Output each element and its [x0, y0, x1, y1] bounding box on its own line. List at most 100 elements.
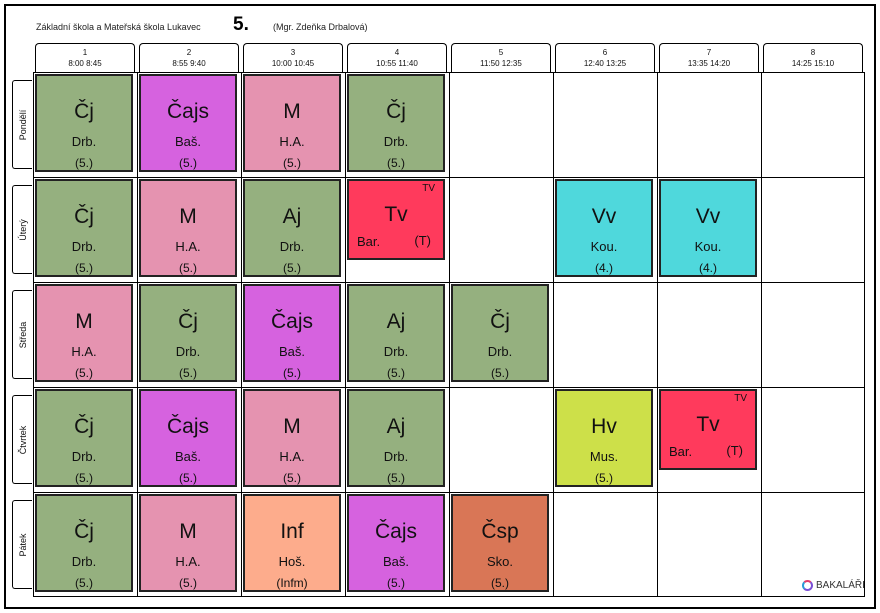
- lesson-subject: Čsp: [481, 520, 519, 543]
- lesson-subject: Čj: [386, 100, 406, 123]
- lesson-teacher: H.A.: [279, 134, 305, 149]
- lesson-cell[interactable]: Čajs Baš. (5.): [139, 389, 237, 487]
- lesson-teacher: Drb.: [383, 449, 409, 464]
- lesson-teacher: Baš.: [174, 134, 201, 149]
- lesson-room: (5.): [491, 576, 509, 590]
- lesson-room: (5.): [75, 576, 93, 590]
- lesson-cell[interactable]: Aj Drb. (5.): [243, 179, 341, 277]
- lesson-teacher: H.A.: [71, 344, 97, 359]
- lesson-teacher: H.A.: [175, 239, 201, 254]
- day-label-4: Čtvrtek: [12, 395, 32, 484]
- lesson-room: (5.): [283, 366, 301, 380]
- lesson-cell[interactable]: Čajs Baš. (5.): [139, 74, 237, 172]
- lesson-room: (5.): [75, 156, 93, 170]
- lesson-cell[interactable]: Inf Hoš. (Infm): [243, 494, 341, 592]
- period-number: 1: [82, 48, 88, 57]
- day-label-5: Pátek: [12, 500, 32, 589]
- lesson-teacher: Drb.: [71, 134, 97, 149]
- lesson-cell[interactable]: Aj Drb. (5.): [347, 389, 445, 487]
- lesson-cell[interactable]: TV Tv Bar. (T): [659, 389, 757, 470]
- period-number: 5: [498, 48, 504, 57]
- lesson-room: (5.): [387, 366, 405, 380]
- lesson-cell[interactable]: TV Tv Bar. (T): [347, 179, 445, 260]
- lesson-subject: Čajs: [270, 310, 313, 333]
- lesson-cell[interactable]: Vv Kou. (4.): [659, 179, 757, 277]
- lesson-subject: M: [75, 310, 93, 333]
- lesson-cell[interactable]: Hv Mus. (5.): [555, 389, 653, 487]
- day-label-1: Pondělí: [12, 80, 32, 169]
- lesson-cell[interactable]: Čj Drb. (5.): [139, 284, 237, 382]
- lesson-cell[interactable]: M H.A. (5.): [243, 74, 341, 172]
- lesson-room: (5.): [387, 576, 405, 590]
- grid-column-divider: [553, 73, 554, 596]
- lesson-subject: Vv: [591, 205, 617, 228]
- lesson-teacher: Drb.: [71, 449, 97, 464]
- lesson-cell[interactable]: M H.A. (5.): [35, 284, 133, 382]
- period-header-3: 3 10:00 10:45: [243, 43, 343, 72]
- lesson-subject: Aj: [386, 310, 406, 333]
- lesson-cell[interactable]: M H.A. (5.): [139, 494, 237, 592]
- period-number: 8: [810, 48, 816, 57]
- lesson-subject: Tv: [384, 203, 408, 226]
- lesson-subject: Čj: [74, 205, 94, 228]
- lesson-subject: Čajs: [166, 100, 209, 123]
- lesson-cell[interactable]: Čajs Baš. (5.): [347, 494, 445, 592]
- lesson-cell[interactable]: Čj Drb. (5.): [35, 74, 133, 172]
- day-name: Úterý: [17, 218, 28, 241]
- lesson-cell[interactable]: M H.A. (5.): [139, 179, 237, 277]
- lesson-cell[interactable]: Čj Drb. (5.): [347, 74, 445, 172]
- lesson-subject: Vv: [695, 205, 721, 228]
- lesson-room: (Infm): [276, 576, 308, 590]
- period-header-2: 2 8:55 9:40: [139, 43, 239, 72]
- lesson-cell[interactable]: Čsp Sko. (5.): [451, 494, 549, 592]
- lesson-subject: Čj: [74, 520, 94, 543]
- period-header-8: 8 14:25 15:10: [763, 43, 863, 72]
- grid-column-divider: [657, 73, 658, 596]
- lesson-subject: Čj: [74, 415, 94, 438]
- period-number: 3: [290, 48, 296, 57]
- lesson-cell[interactable]: M H.A. (5.): [243, 389, 341, 487]
- period-time: 8:55 9:40: [172, 59, 206, 68]
- lesson-teacher: Bar.: [357, 234, 381, 249]
- class-teacher: (Mgr. Zdeňka Drbalová): [273, 22, 368, 32]
- lesson-teacher: Mus.: [589, 449, 619, 464]
- lesson-cell[interactable]: Čj Drb. (5.): [35, 389, 133, 487]
- lesson-room: (5.): [75, 471, 93, 485]
- period-time: 12:40 13:25: [583, 59, 627, 68]
- grid-row-divider: [34, 177, 864, 178]
- lesson-cell[interactable]: Čj Drb. (5.): [35, 179, 133, 277]
- period-number: 7: [706, 48, 712, 57]
- lesson-teacher: Drb.: [71, 554, 97, 569]
- grid-column-divider: [449, 73, 450, 596]
- lesson-room: (5.): [179, 156, 197, 170]
- lesson-teacher: Drb.: [383, 134, 409, 149]
- lesson-room: (5.): [179, 261, 197, 275]
- lesson-room: (4.): [595, 261, 613, 275]
- lesson-subject: Čajs: [166, 415, 209, 438]
- period-time: 10:55 11:40: [376, 59, 418, 68]
- grid-row-divider: [34, 492, 864, 493]
- lesson-teacher: Baš.: [174, 449, 201, 464]
- lesson-cell[interactable]: Čj Drb. (5.): [451, 284, 549, 382]
- period-number: 2: [186, 48, 192, 57]
- lesson-room: (5.): [283, 156, 301, 170]
- lesson-subject: Čajs: [374, 520, 417, 543]
- lesson-subject: M: [283, 415, 301, 438]
- class-name: 5.: [233, 14, 249, 35]
- lesson-cell[interactable]: Čj Drb. (5.): [35, 494, 133, 592]
- day-name: Pátek: [17, 532, 28, 557]
- lesson-room: (5.): [595, 471, 613, 485]
- lesson-room: (5.): [179, 471, 197, 485]
- lesson-cell[interactable]: Aj Drb. (5.): [347, 284, 445, 382]
- grid-column-divider: [137, 73, 138, 596]
- period-header-7: 7 13:35 14:20: [659, 43, 759, 72]
- lesson-cell[interactable]: Čajs Baš. (5.): [243, 284, 341, 382]
- period-header-5: 5 11:50 12:35: [451, 43, 551, 72]
- lesson-room: (5.): [387, 156, 405, 170]
- lesson-room: (5.): [179, 366, 197, 380]
- logo-text: BAKALÁŘI: [816, 580, 865, 591]
- lesson-subject: Aj: [386, 415, 406, 438]
- lesson-teacher: Kou.: [694, 239, 722, 254]
- lesson-cell[interactable]: Vv Kou. (4.): [555, 179, 653, 277]
- lesson-room: (5.): [179, 576, 197, 590]
